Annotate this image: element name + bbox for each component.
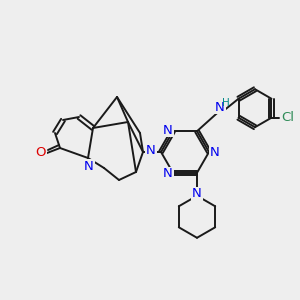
Text: Cl: Cl [281,111,294,124]
Text: N: N [192,187,202,200]
Text: O: O [36,146,46,160]
Text: N: N [163,124,173,137]
Text: N: N [215,101,225,114]
Text: H: H [222,98,230,108]
Text: N: N [163,167,173,180]
Text: N: N [84,160,94,172]
Text: N: N [146,143,156,157]
Text: N: N [210,146,220,158]
